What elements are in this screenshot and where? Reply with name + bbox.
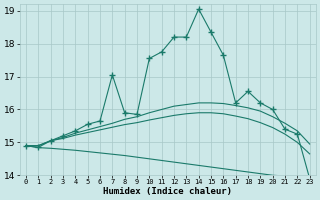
X-axis label: Humidex (Indice chaleur): Humidex (Indice chaleur) [103,187,232,196]
